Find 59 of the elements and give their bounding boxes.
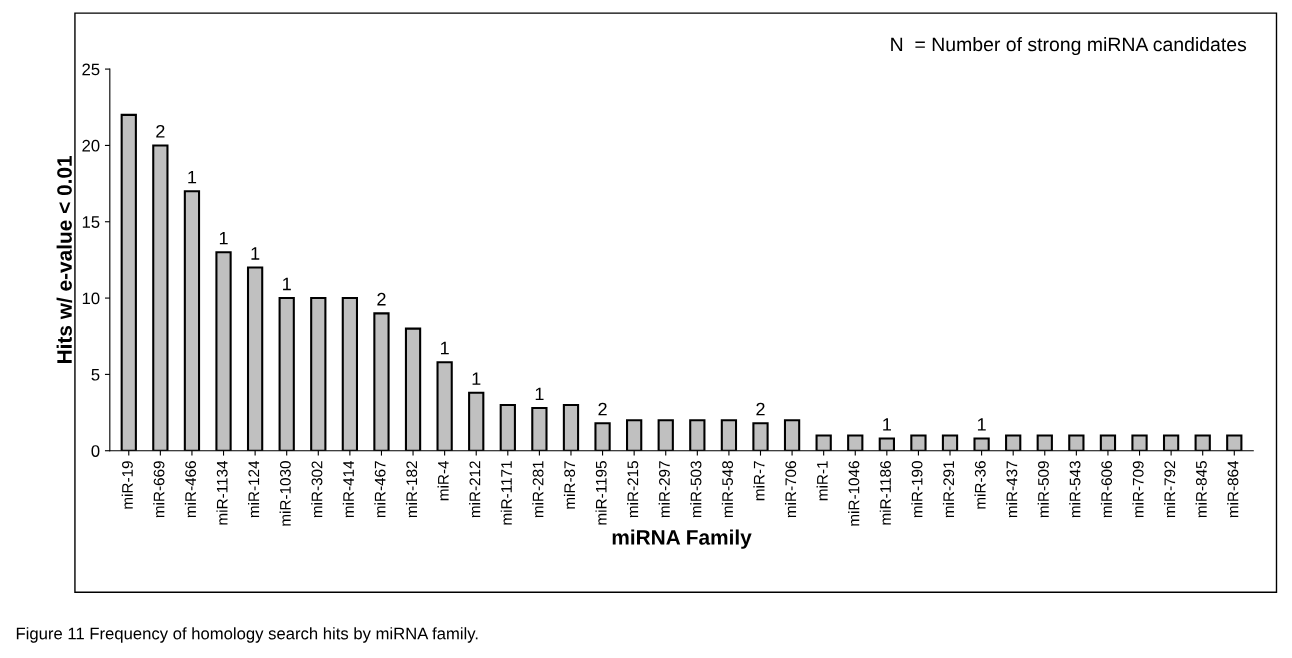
x-tick-label: miR-87	[563, 461, 576, 509]
annotation: 2	[156, 124, 165, 138]
y-tick-label: 0	[91, 445, 100, 457]
annotation: 2	[756, 402, 765, 416]
x-tick-label: miR-792	[1163, 461, 1176, 518]
x-tick-label: miR-124	[248, 460, 260, 518]
x-tick-label: miR-437	[1006, 461, 1018, 518]
x-tick-label: miR-281	[532, 461, 544, 518]
x-tick-label: miR-36	[974, 461, 986, 509]
x-axis-title: miRNA Family	[612, 529, 752, 549]
x-tick-label: miR-466	[184, 461, 197, 518]
x-tick-label: miR-1030	[279, 461, 291, 526]
x-tick-label: miR-414	[342, 460, 354, 518]
y-tick-label: 15	[82, 216, 100, 228]
x-tick-label: miR-709	[1132, 461, 1144, 518]
x-tick-label: miR-212	[469, 461, 481, 518]
x-tick-label: miR-1	[816, 461, 828, 501]
x-tick-label: miR-19	[121, 461, 133, 509]
x-tick-label: miR-509	[1037, 461, 1049, 518]
x-tick-label: miR-215	[627, 461, 639, 518]
x-tick-label: miR-182	[405, 461, 418, 518]
annotation: 1	[535, 387, 544, 401]
x-tick-label: miR-1171	[500, 461, 512, 525]
annotation: 1	[219, 231, 228, 245]
annotation: 1	[440, 341, 449, 355]
y-tick-label: 25	[82, 63, 100, 76]
x-tick-label: miR-1046	[848, 461, 860, 526]
x-tick-label: miR-7	[753, 461, 765, 501]
annotation: 1	[883, 418, 891, 431]
x-tick-label: miR-543	[1069, 461, 1081, 518]
x-tick-label: miR-4	[437, 460, 449, 501]
x-tick-label: miR-467	[374, 461, 386, 518]
x-tick-label: miR-190	[911, 461, 923, 518]
x-tick-label: miR-864	[1227, 460, 1239, 518]
y-tick-label: 10	[82, 292, 100, 305]
x-tick-label: miR-297	[658, 461, 670, 518]
annotation: 1	[472, 372, 481, 385]
x-tick-label: miR-302	[311, 461, 323, 518]
x-tick-label: miR-706	[784, 461, 797, 518]
annotation: 1	[188, 170, 197, 184]
y-tick-label: 5	[91, 368, 100, 381]
x-tick-label: miR-845	[1195, 461, 1207, 518]
x-tick-label: miR-1195	[595, 461, 607, 525]
y-axis-title: Hits w/ e-value < 0.01	[56, 155, 73, 364]
x-tick-label: miR-291	[942, 461, 955, 518]
annotation: 2	[598, 402, 607, 416]
x-tick-label: miR-503	[690, 461, 702, 518]
caption: Figure 11 Frequency of homology search hits by miRNA family.	[16, 627, 478, 643]
x-tick-label: miR-548	[721, 461, 734, 518]
annotation: 2	[377, 292, 386, 306]
x-tick-label: miR-1186	[879, 461, 891, 525]
annotation: 1	[251, 247, 260, 260]
annotation: 1	[977, 418, 986, 431]
text: N = Number of strong miRNA candidates	[891, 37, 1247, 56]
x-tick-label: miR-1134	[216, 460, 228, 525]
x-tick-label: miR-606	[1100, 461, 1113, 518]
annotation: 1	[283, 277, 291, 291]
y-tick-label: 20	[82, 139, 100, 152]
x-tick-label: miR-669	[153, 461, 165, 518]
